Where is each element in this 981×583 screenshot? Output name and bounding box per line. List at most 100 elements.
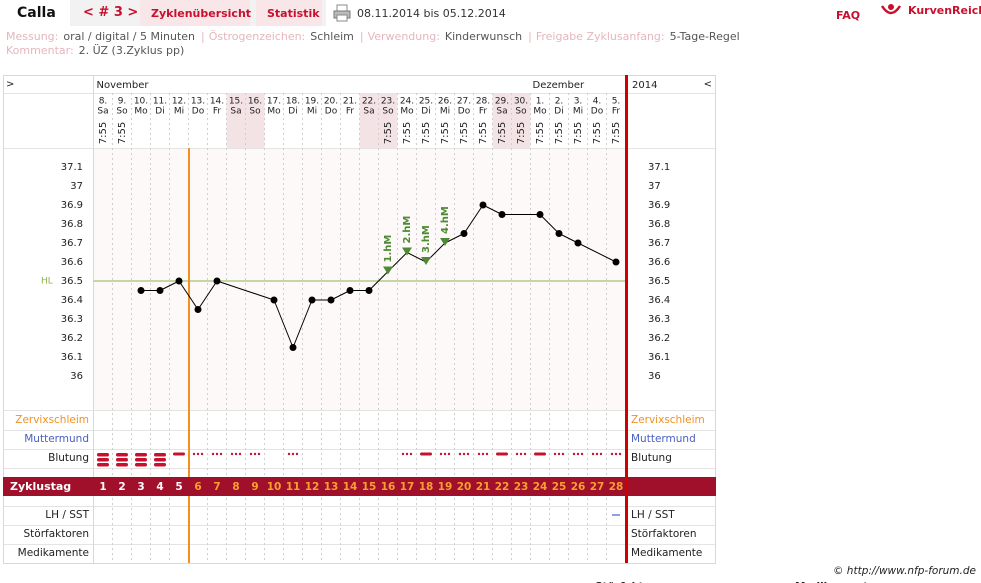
temp-segment — [539, 214, 560, 234]
date-label: 3. — [574, 97, 583, 107]
bleeding-dot — [192, 452, 196, 456]
temp-segment — [159, 280, 180, 291]
cycle-day: 3 — [137, 481, 144, 493]
bleeding-dot — [200, 452, 204, 456]
cycle-nav[interactable]: < # 3 > — [83, 5, 139, 20]
temp-point — [308, 296, 316, 304]
hm-marker — [383, 266, 393, 275]
cycle-day: 7 — [213, 481, 220, 493]
cycle-day: 9 — [251, 481, 258, 493]
y-tick-label: 36.1 — [61, 352, 83, 363]
bleeding-dash — [97, 463, 109, 467]
print-icon[interactable] — [333, 4, 351, 22]
cycle-day: 20 — [457, 481, 472, 493]
temp-point — [194, 306, 202, 313]
faq-link[interactable]: FAQ — [836, 9, 861, 22]
weekday-label: Fr — [479, 107, 488, 117]
bleeding-mark — [192, 452, 204, 456]
temp-point — [156, 287, 164, 294]
y-tick-label: 36.2 — [648, 333, 670, 344]
info-label: Kommentar: — [6, 44, 74, 57]
date-label: 22. — [362, 97, 376, 107]
date-label: 28. — [476, 97, 490, 107]
y-tick-label: 36.1 — [648, 352, 670, 363]
bleeding-dot — [287, 452, 291, 456]
info-line: Kommentar: 2. ÜZ (3.Zyklus pp) — [6, 44, 746, 58]
temp-segment — [178, 280, 199, 310]
bleeding-dash — [420, 452, 432, 456]
bleeding-dash — [534, 452, 546, 456]
user-name: Calla — [17, 5, 56, 21]
tab-bg — [140, 0, 250, 26]
bleeding-dot — [405, 452, 409, 456]
temp-point — [346, 287, 354, 294]
cycle-day: 28 — [609, 481, 624, 493]
time-label: 7:55 — [554, 122, 565, 144]
row-label: Zervixschleim — [15, 414, 89, 426]
bleeding-dash — [173, 452, 185, 456]
info-label: Messung: — [6, 30, 59, 43]
row-label: Zyklustag — [10, 480, 71, 493]
bleeding-dot — [591, 452, 595, 456]
cycle-day: 12 — [305, 481, 320, 493]
y-tick-label: 36.5 — [61, 276, 83, 287]
cycle-day: 23 — [514, 481, 529, 493]
tab[interactable]: Statistik — [267, 7, 320, 20]
temp-point — [574, 239, 582, 247]
hm-marker — [421, 257, 431, 265]
temp-point — [498, 211, 506, 218]
row-label: Medikamente — [631, 547, 702, 559]
cover-line-label: HL — [41, 277, 53, 287]
bleeding-dot — [443, 452, 447, 456]
month-label: November — [97, 80, 150, 91]
brand[interactable]: KurvenReich — [908, 4, 981, 17]
weekday-label: Mi — [174, 107, 184, 117]
info-value: Kinderwunsch — [444, 30, 523, 43]
weekday-label: So — [515, 107, 527, 117]
bleeding-dot — [481, 452, 485, 456]
y-tick-label: 37.1 — [61, 162, 83, 173]
weekday-label: Do — [192, 107, 205, 117]
bleeding-mark — [572, 452, 584, 456]
y-tick-label: 36 — [648, 371, 661, 382]
row-label: Medikamente — [18, 547, 89, 559]
hm-label: 2.hM — [402, 216, 413, 244]
bleeding-dot — [447, 452, 451, 456]
temp-point — [270, 296, 278, 304]
bleeding-mark — [230, 452, 242, 456]
cycle-day: 2 — [118, 481, 125, 493]
date-label: 18. — [286, 97, 300, 107]
date-range: 08.11.2014 bis 05.12.2014 — [357, 7, 506, 20]
weekday-label: Mo — [533, 107, 547, 117]
temp-point — [555, 230, 563, 237]
weekday-label: Mo — [400, 107, 414, 117]
date-label: 10. — [134, 97, 148, 107]
bleeding-dash — [154, 463, 166, 467]
date-label: 17. — [267, 97, 281, 107]
bleeding-dash — [135, 458, 147, 462]
bleeding-dot — [234, 452, 238, 456]
bleeding-dot — [618, 452, 622, 456]
date-label: 11. — [153, 97, 167, 107]
bleeding-mark — [477, 452, 489, 456]
bleeding-mark — [591, 452, 603, 456]
info-line: Messung: oral / digital / 5 Minuten | Östro… — [6, 30, 746, 44]
bleeding-mark — [496, 452, 508, 456]
date-label: 20. — [324, 97, 338, 107]
nav-arrow[interactable]: > — [6, 79, 14, 90]
bleeding-dot — [215, 452, 219, 456]
bleeding-mark — [135, 453, 147, 467]
bleeding-dot — [401, 452, 405, 456]
bleeding-dot — [519, 452, 523, 456]
cycle-day: 4 — [156, 481, 163, 493]
bleeding-dot — [553, 452, 557, 456]
weekday-label: So — [382, 107, 394, 117]
bleeding-dot — [485, 452, 489, 456]
weekday-label: Mi — [573, 107, 583, 117]
tab[interactable]: Zyklenübersicht — [151, 7, 252, 20]
info-value: Schleim — [310, 30, 354, 43]
date-label: 21. — [343, 97, 357, 107]
temp-point — [175, 277, 183, 285]
y-tick-label: 36.7 — [61, 238, 83, 249]
bleeding-mark — [610, 452, 622, 456]
